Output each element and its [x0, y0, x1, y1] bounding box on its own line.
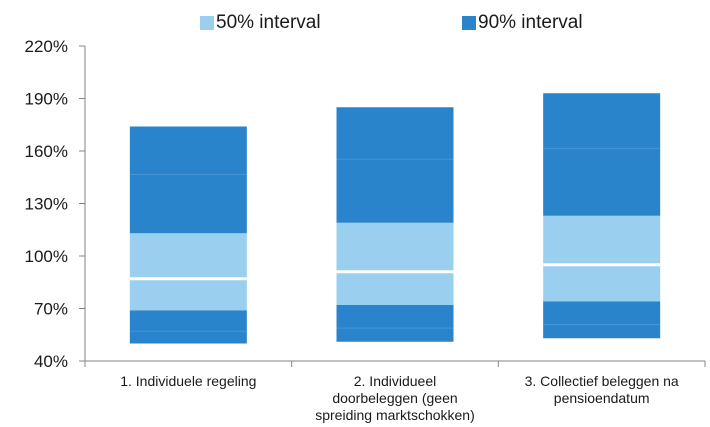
- bar-segment-90-interval-lower: [336, 305, 454, 342]
- legend-swatch-90-interval: [462, 16, 476, 30]
- x-category-label: pensioendatum: [554, 390, 650, 406]
- bar-segment-90-interval-upper: [336, 107, 454, 223]
- legend-item-50-interval: 50% interval: [200, 12, 321, 34]
- bar-segment-50-interval: [336, 222, 454, 305]
- bar-segment-90-interval-upper: [543, 93, 661, 216]
- x-category-label: spreiding marktschokken): [315, 407, 475, 423]
- y-tick-label: 160%: [25, 142, 68, 161]
- y-tick-label: 70%: [34, 300, 68, 319]
- bar-segment-90-interval-lower: [543, 301, 661, 339]
- bar-segment-50-interval: [129, 233, 247, 311]
- legend-swatch-50-interval: [200, 16, 214, 30]
- legend: 50% interval 90% interval: [0, 12, 710, 36]
- x-category-label: 2. Individueel: [354, 373, 437, 389]
- legend-item-90-interval: 90% interval: [462, 12, 583, 34]
- bar-segment-90-interval-lower: [129, 310, 247, 344]
- bar-segment-90-interval-upper: [129, 126, 247, 234]
- x-category-label: doorbeleggen (geen: [332, 390, 457, 406]
- legend-label-50-interval: 50% interval: [216, 12, 321, 33]
- y-tick-label: 190%: [25, 90, 68, 109]
- legend-label-90-interval: 90% interval: [478, 12, 583, 33]
- x-category-label: 1. Individuele regeling: [120, 373, 256, 389]
- y-tick-label: 100%: [25, 247, 68, 266]
- y-tick-label: 220%: [25, 37, 68, 56]
- y-tick-label: 130%: [25, 195, 68, 214]
- x-category-label: 3. Collectief beleggen na: [525, 373, 679, 389]
- bar-segment-50-interval: [543, 215, 661, 302]
- y-tick-label: 40%: [34, 352, 68, 371]
